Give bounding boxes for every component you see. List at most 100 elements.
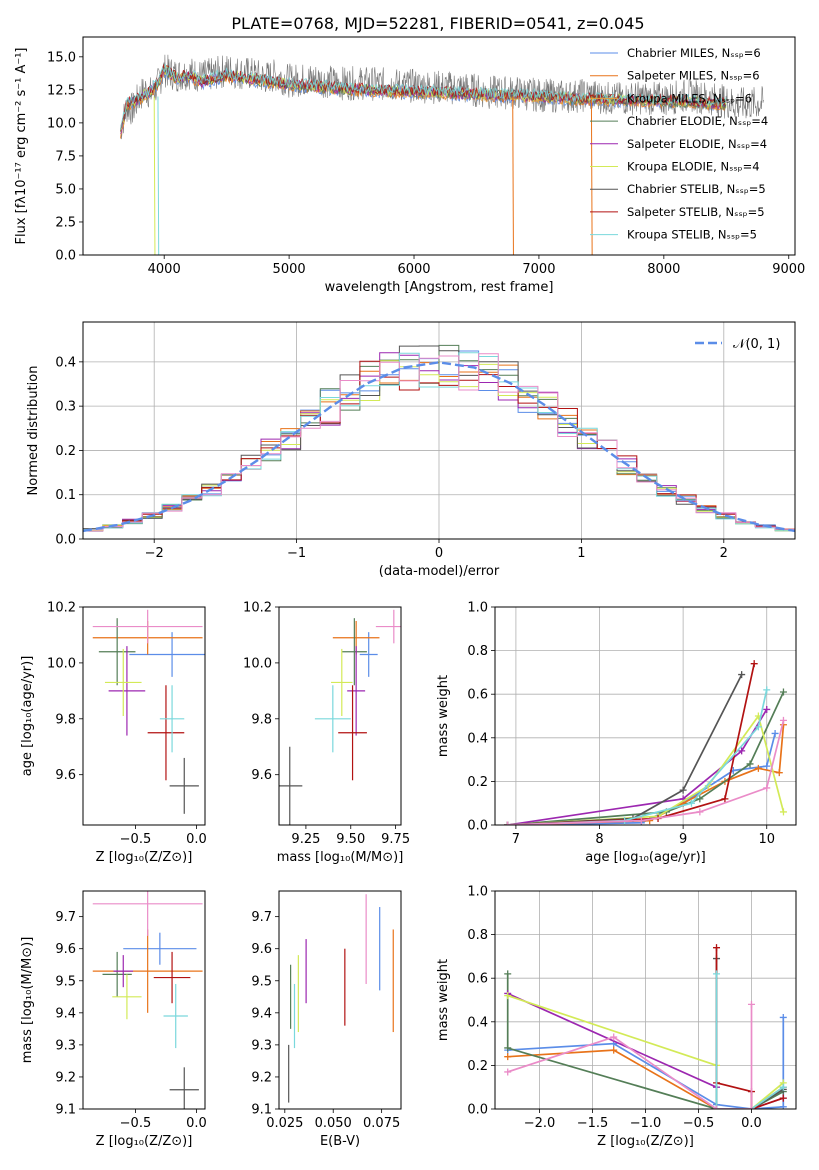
legend-label: Salpeter ELODIE, Nₛₛₚ=4 xyxy=(627,137,767,151)
plot-frame xyxy=(82,890,206,1110)
x-tick-label: 0 xyxy=(435,546,443,561)
mass-weight-marker xyxy=(610,1046,618,1054)
mass-weight-marker xyxy=(504,1053,512,1061)
mass-weight-line xyxy=(507,720,785,825)
y-tick-label: 0.6 xyxy=(467,688,488,703)
y-axis-label: mass [log₁₀(M/M⊙)] xyxy=(20,937,35,1064)
x-axis-label: wavelength [Angstrom, rest frame] xyxy=(325,280,554,295)
x-axis-label: (data-model)/error xyxy=(379,564,500,579)
y-tick-label: 9.6 xyxy=(251,942,272,957)
y-tick-label: 0.0 xyxy=(55,533,76,548)
plot-frame xyxy=(494,606,797,826)
y-tick-label: 9.8 xyxy=(55,712,76,727)
mass-weight-marker xyxy=(771,729,779,737)
mass-weight-line xyxy=(507,709,768,825)
legend-label: Chabrier ELODIE, Nₛₛₚ=4 xyxy=(627,114,768,128)
y-tick-label: 0.4 xyxy=(55,355,76,370)
x-axis-label: mass [log₁₀(M/M⊙)] xyxy=(277,850,404,865)
x-axis-label: Z [log₁₀(Z/Z⊙)] xyxy=(597,1134,694,1149)
x-tick-label: 0.0 xyxy=(186,1116,207,1131)
y-tick-label: 1.0 xyxy=(467,601,488,616)
y-axis-label: mass weight xyxy=(436,675,451,757)
plot-area xyxy=(92,891,203,1109)
mass-weight-marker xyxy=(747,1000,755,1008)
y-tick-label: 9.6 xyxy=(55,768,76,783)
masked-dropout-line xyxy=(512,96,514,255)
mass-weight-marker xyxy=(763,705,771,713)
y-tick-label: 9.3 xyxy=(251,1038,272,1053)
mass-weight-marker xyxy=(779,1083,787,1091)
y-tick-label: 1.0 xyxy=(467,885,488,900)
x-tick-label: 10 xyxy=(758,832,775,847)
plot-area xyxy=(279,609,401,825)
model-spectrum-line xyxy=(120,64,727,130)
x-tick-label: −0.5 xyxy=(120,832,152,847)
plot-area xyxy=(504,944,787,1109)
mass-weight-line xyxy=(715,973,784,1109)
model-spectrum-line xyxy=(120,65,727,129)
mass-weight-marker xyxy=(779,1094,787,1102)
residual-histogram xyxy=(83,353,795,539)
mass-weight-marker xyxy=(504,1044,512,1052)
y-tick-label: 0.0 xyxy=(55,249,76,264)
y-tick-label: 15.0 xyxy=(47,50,76,65)
y-tick-label: 0.3 xyxy=(55,400,76,415)
plot-frame xyxy=(278,890,402,1110)
y-tick-label: 10.2 xyxy=(47,601,76,616)
mass-weight-marker xyxy=(713,1105,721,1109)
y-tick-label: 9.4 xyxy=(55,1006,76,1021)
x-tick-label: 7000 xyxy=(522,262,555,277)
model-spectrum-line xyxy=(120,64,727,131)
x-axis-label: Z [log₁₀(Z/Z⊙)] xyxy=(96,850,193,865)
y-tick-label: 0.1 xyxy=(55,488,76,503)
plot-frame xyxy=(82,606,206,826)
mass-weight-marker xyxy=(747,1105,755,1109)
mass-weight-marker xyxy=(696,808,704,816)
y-tick-label: 9.4 xyxy=(251,1006,272,1021)
y-tick-label: 10.0 xyxy=(243,656,272,671)
mass-weight-line xyxy=(507,1004,753,1109)
y-tick-label: 9.7 xyxy=(55,910,76,925)
mass-weight-line xyxy=(715,958,784,1109)
y-tick-label: 9.6 xyxy=(55,942,76,957)
x-tick-label: 8 xyxy=(595,832,603,847)
x-tick-label: 9 xyxy=(679,832,687,847)
y-tick-label: 0.2 xyxy=(467,1059,488,1074)
mass-weight-vs-metallicity-panel: −2.0 −1.5 −1.0 −0.5 0.0 0.0 0.2 0.4 0.6 0.8 1.0 Z [… xyxy=(436,885,797,1149)
y-tick-label: 0.6 xyxy=(467,972,488,987)
mass-weight-marker xyxy=(738,747,746,755)
mass-weight-marker xyxy=(713,944,721,952)
x-tick-label: −0.5 xyxy=(683,1116,715,1131)
x-tick-label: 4000 xyxy=(148,262,181,277)
legend-label: Salpeter STELIB, Nₛₛₚ=5 xyxy=(627,205,765,219)
y-tick-label: 0.4 xyxy=(467,731,488,746)
x-tick-label: 9.75 xyxy=(381,832,410,847)
x-tick-label: 6000 xyxy=(397,262,430,277)
x-tick-label: 9000 xyxy=(772,262,805,277)
mass-weight-marker xyxy=(779,1013,787,1021)
x-tick-label: −1 xyxy=(287,546,306,561)
x-axis-label: age [log₁₀(age/yr)] xyxy=(585,850,706,865)
x-tick-label: −2.0 xyxy=(524,1116,556,1131)
mass-weight-line xyxy=(715,947,784,1109)
mass-weight-marker xyxy=(679,786,687,794)
plot-frame xyxy=(494,890,797,1110)
mass-weight-marker xyxy=(763,784,771,792)
y-tick-label: 9.8 xyxy=(251,712,272,727)
plot-area xyxy=(92,609,205,814)
x-tick-label: 1 xyxy=(577,546,585,561)
x-tick-label: 0.0 xyxy=(186,832,207,847)
y-tick-label: 9.1 xyxy=(251,1103,272,1118)
normal-curve xyxy=(83,361,795,533)
x-axis-label: Z [log₁₀(Z/Z⊙)] xyxy=(96,1134,193,1149)
mass-weight-line xyxy=(507,663,756,825)
y-tick-label: 9.2 xyxy=(251,1070,272,1085)
mass-weight-marker xyxy=(504,970,512,978)
y-tick-label: 0.4 xyxy=(467,1015,488,1030)
legend-label: Chabrier MILES, Nₛₛₚ=6 xyxy=(627,46,761,60)
mass-weight-vs-age-panel: 7 8 9 10 0.0 0.2 0.4 0.6 0.8 1.0 age [log₁₀(age/yr… xyxy=(436,601,797,865)
plot-frame xyxy=(82,321,796,540)
y-axis-label: age [log₁₀(age/yr)] xyxy=(20,656,35,777)
plot-area xyxy=(83,344,795,539)
